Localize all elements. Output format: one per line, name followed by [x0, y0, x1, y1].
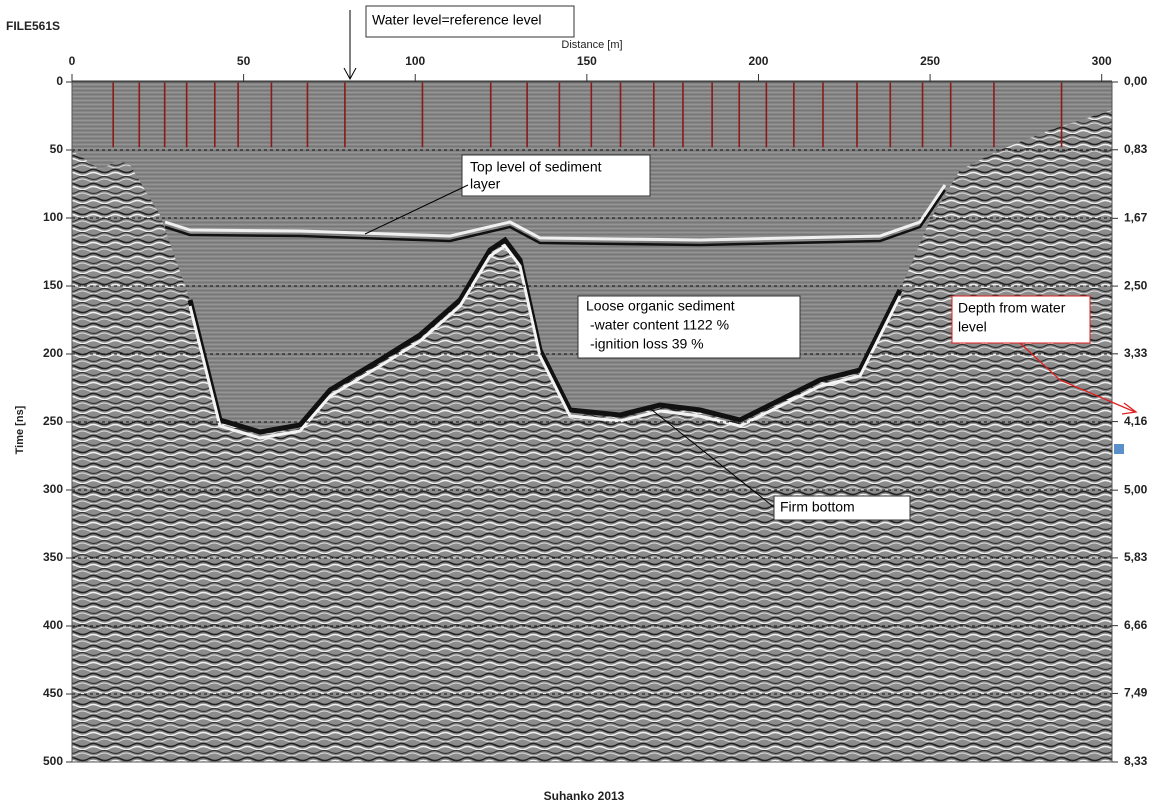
- scroll-marker: [1114, 444, 1124, 454]
- y-tick-label: 300: [43, 482, 63, 496]
- radargram-figure: FILE561S Distance [m] Time [ns] Suhanko …: [0, 0, 1168, 807]
- y-tick-label: 350: [43, 550, 63, 564]
- y-tick-label: 250: [43, 414, 63, 428]
- y-tick-label: 50: [50, 142, 64, 156]
- annotation-top-level: layer: [470, 176, 501, 192]
- x-tick-label: 300: [1092, 54, 1112, 68]
- annotation-top-level: Top level of sediment: [470, 159, 602, 175]
- x-axis-title: Distance [m]: [561, 39, 622, 51]
- y2-tick-label: 2,50: [1124, 278, 1148, 292]
- x-tick-label: 0: [69, 54, 76, 68]
- footer: Suhanko 2013: [544, 789, 625, 803]
- y2-tick-label: 6,66: [1124, 618, 1148, 632]
- y2-tick-label: 7,49: [1124, 686, 1148, 700]
- y-tick-label: 500: [43, 754, 63, 768]
- y-tick-label: 400: [43, 618, 63, 632]
- y2-tick-label: 0,83: [1124, 142, 1148, 156]
- annotation-depth: level: [958, 319, 987, 335]
- y2-tick-label: 8,33: [1124, 754, 1148, 768]
- y-tick-label: 150: [43, 278, 63, 292]
- y-tick-label: 200: [43, 346, 63, 360]
- x-tick-label: 250: [920, 54, 940, 68]
- annotation-loose-sediment: -ignition loss 39 %: [590, 336, 704, 352]
- y2-tick-label: 4,16: [1124, 414, 1148, 428]
- x-tick-label: 100: [405, 54, 425, 68]
- y-tick-label: 450: [43, 686, 63, 700]
- annotation-loose-sediment: Loose organic sediment: [586, 298, 735, 314]
- y2-tick-label: 0,00: [1124, 74, 1148, 88]
- y-tick-label: 100: [43, 210, 63, 224]
- annotation-depth: Depth from water: [958, 300, 1066, 316]
- x-tick-label: 50: [237, 54, 251, 68]
- annotation-loose-sediment: -water content 1122 %: [590, 317, 729, 333]
- y-axis-title: Time [ns]: [14, 405, 26, 454]
- arrow-head: [1122, 403, 1136, 414]
- y2-tick-label: 1,67: [1124, 210, 1148, 224]
- x-tick-label: 150: [577, 54, 597, 68]
- y2-tick-label: 5,83: [1124, 550, 1148, 564]
- y2-tick-label: 3,33: [1124, 346, 1148, 360]
- annotation-water-level: Water level=reference level: [372, 12, 542, 28]
- y-tick-label: 0: [56, 74, 63, 88]
- y2-tick-label: 5,00: [1124, 482, 1148, 496]
- file-name: FILE561S: [6, 19, 60, 33]
- annotation-firm-bottom: Firm bottom: [780, 499, 855, 515]
- x-tick-label: 200: [748, 54, 768, 68]
